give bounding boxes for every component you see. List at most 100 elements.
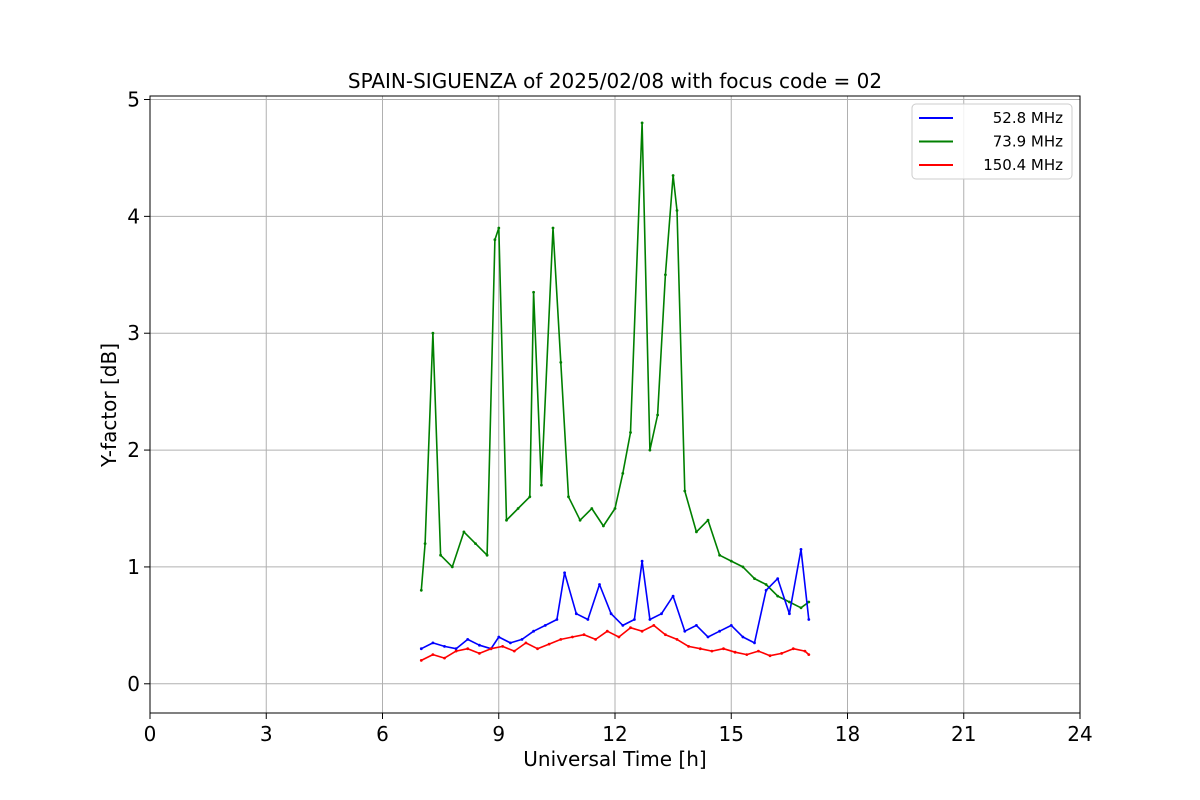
x-tick-label: 24: [1067, 722, 1092, 746]
series-point-1: [640, 121, 644, 125]
series-point-1: [474, 542, 477, 545]
series-point-2: [478, 652, 481, 655]
y-tick-label: 1: [127, 555, 140, 579]
series-point-0: [419, 647, 423, 651]
series-point-1: [485, 553, 489, 557]
series-point-0: [520, 638, 524, 641]
series-point-2: [664, 633, 667, 637]
series-point-0: [706, 635, 710, 639]
series-point-1: [776, 594, 780, 598]
series-point-1: [431, 331, 435, 335]
series-point-0: [497, 635, 501, 639]
series-point-1: [788, 600, 791, 604]
y-tick-label: 4: [127, 204, 140, 228]
series-point-1: [602, 524, 605, 528]
series-point-0: [532, 629, 535, 633]
legend: 52.8 MHz 73.9 MHz 150.4 MHz: [911, 103, 1073, 180]
series-point-1: [729, 559, 733, 563]
series-point-1: [664, 273, 667, 277]
x-tick-label: 15: [719, 722, 744, 746]
series-point-0: [478, 643, 481, 647]
series-point-1: [675, 209, 679, 212]
y-axis-title: Y-factor [dB]: [97, 343, 121, 468]
series-point-2: [559, 638, 563, 641]
series-point-2: [454, 649, 458, 653]
series-point-2: [757, 649, 760, 653]
legend-label-0: 52.8 MHz: [993, 109, 1063, 127]
series-point-2: [745, 653, 749, 656]
series-point-0: [695, 624, 698, 627]
series-point-0: [454, 647, 458, 651]
x-axis-title: Universal Time [h]: [523, 747, 706, 771]
legend-label-1: 73.9 MHz: [993, 133, 1063, 151]
series-point-1: [551, 226, 555, 230]
series-point-0: [431, 641, 435, 645]
series-point-0: [753, 641, 756, 645]
series-layer: [419, 121, 811, 662]
series-point-2: [675, 638, 679, 641]
series-point-2: [512, 649, 516, 653]
series-point-0: [648, 618, 652, 621]
series-point-0: [598, 583, 601, 586]
series-point-1: [578, 518, 582, 522]
series-point-0: [586, 618, 590, 621]
series-point-2: [640, 629, 644, 633]
series-point-2: [501, 645, 504, 648]
series-point-1: [753, 577, 756, 580]
series-point-0: [543, 624, 547, 627]
series-point-1: [718, 553, 721, 557]
series-point-1: [799, 606, 803, 610]
series-point-2: [571, 635, 574, 639]
series-point-2: [629, 626, 632, 630]
series-point-0: [466, 638, 470, 641]
series-point-2: [733, 650, 737, 654]
series-point-1: [656, 413, 659, 417]
series-point-0: [621, 624, 625, 627]
x-tick-label: 18: [835, 722, 860, 746]
series-point-1: [695, 530, 698, 534]
x-tick-label: 12: [602, 722, 627, 746]
series-line-0: [420, 548, 810, 650]
series-point-1: [493, 238, 497, 242]
series-point-0: [660, 612, 663, 616]
series-point-2: [698, 647, 702, 651]
series-point-2: [687, 645, 690, 648]
series-point-2: [803, 649, 807, 653]
x-tick-label: 9: [492, 722, 505, 746]
series-point-1: [683, 489, 687, 493]
series-point-1: [497, 226, 501, 230]
x-tick-label: 3: [260, 722, 273, 746]
series-point-0: [741, 635, 745, 639]
series-point-1: [613, 507, 617, 510]
y-tick-label: 2: [127, 438, 140, 462]
series-point-1: [559, 361, 563, 364]
series-point-0: [776, 577, 780, 580]
series-point-0: [807, 618, 811, 621]
series-point-2: [443, 656, 446, 660]
series-point-2: [547, 642, 551, 646]
series-point-2: [605, 629, 609, 633]
series-point-2: [419, 659, 423, 662]
series-point-0: [640, 559, 644, 563]
series-point-0: [574, 612, 578, 616]
series-point-0: [764, 588, 768, 592]
series-point-2: [652, 624, 656, 627]
series-point-0: [609, 612, 613, 616]
series-point-2: [489, 647, 493, 651]
series-point-2: [536, 647, 539, 651]
series-point-2: [807, 653, 811, 656]
series-point-1: [567, 495, 570, 499]
series-point-2: [431, 653, 435, 656]
legend-box: [911, 103, 1073, 180]
series-point-1: [516, 507, 520, 510]
series-point-1: [528, 495, 532, 499]
series-point-2: [524, 641, 528, 645]
series-point-1: [439, 553, 442, 557]
series-point-2: [710, 649, 714, 653]
series-point-0: [788, 612, 791, 616]
series-point-0: [718, 629, 721, 633]
y-tick-label: 3: [127, 321, 140, 345]
x-tick-label: 6: [376, 722, 389, 746]
series-point-2: [594, 638, 597, 641]
